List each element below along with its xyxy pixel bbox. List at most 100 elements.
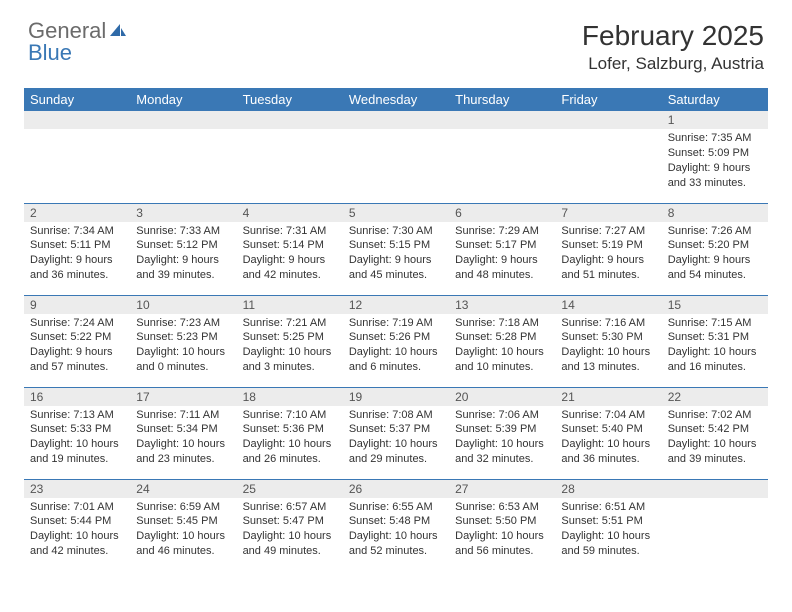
detail-line: Sunrise: 7:34 AM <box>30 224 124 239</box>
day-details: Sunrise: 7:29 AMSunset: 5:17 PMDaylight:… <box>449 222 555 287</box>
calendar-cell <box>343 111 449 203</box>
calendar-cell: 25Sunrise: 6:57 AMSunset: 5:47 PMDayligh… <box>237 479 343 571</box>
day-details: Sunrise: 7:33 AMSunset: 5:12 PMDaylight:… <box>130 222 236 287</box>
detail-line: Sunrise: 6:51 AM <box>561 500 655 515</box>
day-number: 25 <box>237 480 343 498</box>
detail-line: and 59 minutes. <box>561 544 655 559</box>
day-number <box>662 480 768 498</box>
detail-line: Daylight: 10 hours <box>455 529 549 544</box>
detail-line: Daylight: 10 hours <box>349 529 443 544</box>
detail-line: and 51 minutes. <box>561 268 655 283</box>
day-details: Sunrise: 7:19 AMSunset: 5:26 PMDaylight:… <box>343 314 449 379</box>
detail-line: Sunset: 5:15 PM <box>349 238 443 253</box>
detail-line: Sunset: 5:39 PM <box>455 422 549 437</box>
location-label: Lofer, Salzburg, Austria <box>582 54 764 74</box>
detail-line: Daylight: 10 hours <box>349 437 443 452</box>
day-details: Sunrise: 7:08 AMSunset: 5:37 PMDaylight:… <box>343 406 449 471</box>
detail-line: and 29 minutes. <box>349 452 443 467</box>
detail-line: and 23 minutes. <box>136 452 230 467</box>
calendar-cell <box>130 111 236 203</box>
day-details: Sunrise: 7:24 AMSunset: 5:22 PMDaylight:… <box>24 314 130 379</box>
detail-line: Sunrise: 6:53 AM <box>455 500 549 515</box>
detail-line: Sunrise: 7:10 AM <box>243 408 337 423</box>
day-number <box>449 111 555 129</box>
detail-line: and 42 minutes. <box>243 268 337 283</box>
calendar-row: 2Sunrise: 7:34 AMSunset: 5:11 PMDaylight… <box>24 203 768 295</box>
detail-line: Daylight: 9 hours <box>349 253 443 268</box>
detail-line: Sunset: 5:26 PM <box>349 330 443 345</box>
detail-line: and 46 minutes. <box>136 544 230 559</box>
detail-line: Sunrise: 7:23 AM <box>136 316 230 331</box>
detail-line: Sunset: 5:14 PM <box>243 238 337 253</box>
calendar-cell <box>449 111 555 203</box>
detail-line: Sunrise: 7:13 AM <box>30 408 124 423</box>
day-details: Sunrise: 7:02 AMSunset: 5:42 PMDaylight:… <box>662 406 768 471</box>
detail-line: Sunset: 5:25 PM <box>243 330 337 345</box>
logo-part2: Blue <box>28 40 72 65</box>
day-number: 12 <box>343 296 449 314</box>
detail-line: and 3 minutes. <box>243 360 337 375</box>
detail-line: Sunrise: 7:27 AM <box>561 224 655 239</box>
detail-line: Daylight: 10 hours <box>136 437 230 452</box>
calendar-cell: 5 Sunrise: 7:30 AMSunset: 5:15 PMDaylight… <box>343 203 449 295</box>
detail-line: Sunrise: 7:29 AM <box>455 224 549 239</box>
logo: General Blue <box>28 20 128 64</box>
calendar-row: 9Sunrise: 7:24 AMSunset: 5:22 PMDaylight… <box>24 295 768 387</box>
detail-line: Sunrise: 7:24 AM <box>30 316 124 331</box>
calendar-cell: 10Sunrise: 7:23 AMSunset: 5:23 PMDayligh… <box>130 295 236 387</box>
calendar-row: 1Sunrise: 7:35 AMSunset: 5:09 PMDaylight… <box>24 111 768 203</box>
calendar-cell: 14Sunrise: 7:16 AMSunset: 5:30 PMDayligh… <box>555 295 661 387</box>
detail-line: Sunrise: 7:30 AM <box>349 224 443 239</box>
calendar-cell: 18Sunrise: 7:10 AMSunset: 5:36 PMDayligh… <box>237 387 343 479</box>
detail-line: and 10 minutes. <box>455 360 549 375</box>
day-number: 18 <box>237 388 343 406</box>
calendar-cell: 11Sunrise: 7:21 AMSunset: 5:25 PMDayligh… <box>237 295 343 387</box>
detail-line: Sunset: 5:50 PM <box>455 514 549 529</box>
detail-line: Daylight: 9 hours <box>668 161 762 176</box>
detail-line: and 39 minutes. <box>668 452 762 467</box>
detail-line: Daylight: 10 hours <box>136 529 230 544</box>
detail-line: Sunset: 5:48 PM <box>349 514 443 529</box>
detail-line: and 56 minutes. <box>455 544 549 559</box>
calendar-cell <box>24 111 130 203</box>
calendar-cell: 23Sunrise: 7:01 AMSunset: 5:44 PMDayligh… <box>24 479 130 571</box>
day-number: 10 <box>130 296 236 314</box>
detail-line: Sunrise: 7:06 AM <box>455 408 549 423</box>
day-number: 17 <box>130 388 236 406</box>
day-details: Sunrise: 6:55 AMSunset: 5:48 PMDaylight:… <box>343 498 449 563</box>
detail-line: and 57 minutes. <box>30 360 124 375</box>
day-header: Wednesday <box>343 88 449 111</box>
detail-line: Sunset: 5:20 PM <box>668 238 762 253</box>
detail-line: Sunrise: 7:15 AM <box>668 316 762 331</box>
day-number: 5 <box>343 204 449 222</box>
day-number: 23 <box>24 480 130 498</box>
day-details: Sunrise: 7:10 AMSunset: 5:36 PMDaylight:… <box>237 406 343 471</box>
day-number: 28 <box>555 480 661 498</box>
day-number: 14 <box>555 296 661 314</box>
calendar-cell <box>555 111 661 203</box>
detail-line: Daylight: 10 hours <box>30 529 124 544</box>
detail-line: and 39 minutes. <box>136 268 230 283</box>
detail-line: Sunrise: 7:31 AM <box>243 224 337 239</box>
day-number <box>24 111 130 129</box>
detail-line: Daylight: 10 hours <box>30 437 124 452</box>
detail-line: Daylight: 10 hours <box>561 345 655 360</box>
detail-line: and 16 minutes. <box>668 360 762 375</box>
day-number: 16 <box>24 388 130 406</box>
detail-line: Daylight: 9 hours <box>243 253 337 268</box>
detail-line: and 13 minutes. <box>561 360 655 375</box>
detail-line: and 49 minutes. <box>243 544 337 559</box>
detail-line: Sunrise: 7:08 AM <box>349 408 443 423</box>
day-details: Sunrise: 7:26 AMSunset: 5:20 PMDaylight:… <box>662 222 768 287</box>
calendar-cell: 16Sunrise: 7:13 AMSunset: 5:33 PMDayligh… <box>24 387 130 479</box>
detail-line: Sunset: 5:09 PM <box>668 146 762 161</box>
calendar-cell: 1Sunrise: 7:35 AMSunset: 5:09 PMDaylight… <box>662 111 768 203</box>
calendar-cell: 24Sunrise: 6:59 AMSunset: 5:45 PMDayligh… <box>130 479 236 571</box>
detail-line: and 33 minutes. <box>668 176 762 191</box>
detail-line: Sunset: 5:12 PM <box>136 238 230 253</box>
day-number: 13 <box>449 296 555 314</box>
detail-line: Sunset: 5:40 PM <box>561 422 655 437</box>
day-details: Sunrise: 7:11 AMSunset: 5:34 PMDaylight:… <box>130 406 236 471</box>
day-number: 26 <box>343 480 449 498</box>
detail-line: and 54 minutes. <box>668 268 762 283</box>
